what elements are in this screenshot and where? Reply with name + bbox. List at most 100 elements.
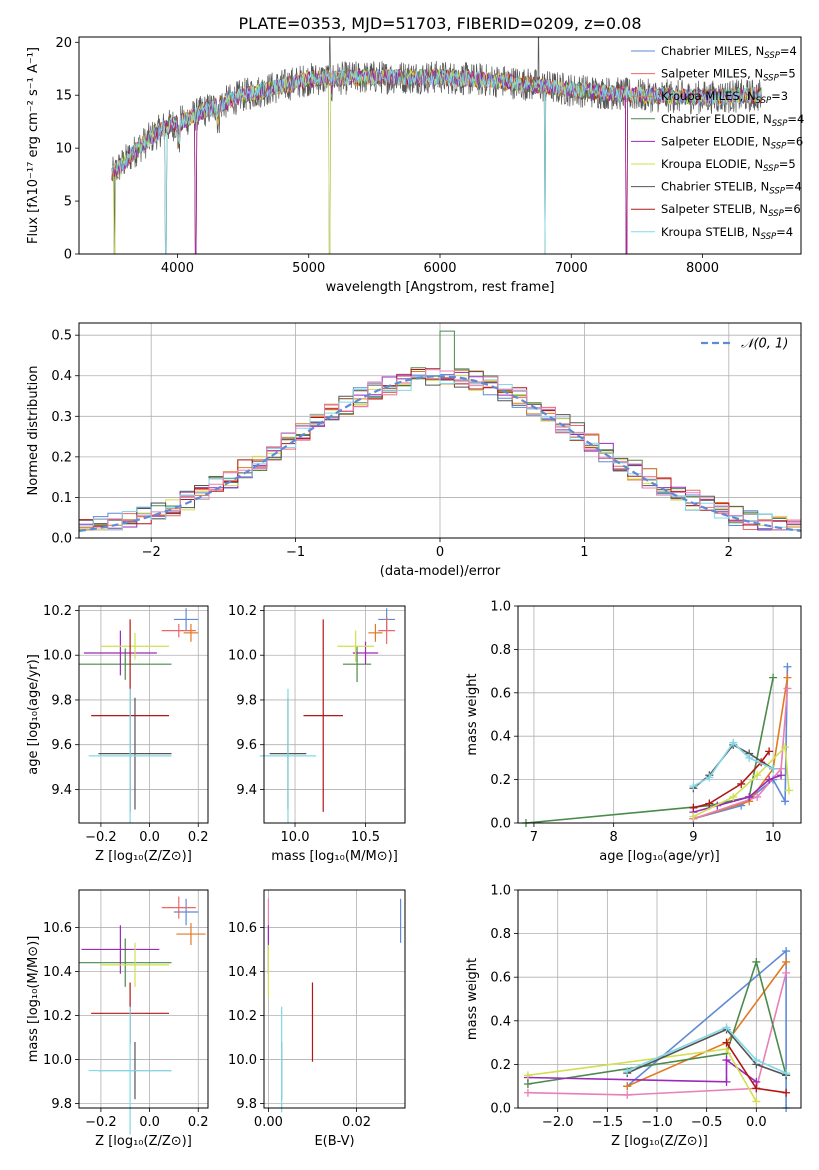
y-tick-label: 10.0 — [43, 1053, 72, 1068]
x-tick-label: 0.2 — [188, 1115, 209, 1130]
x-axis-label: E(B-V) — [314, 1134, 354, 1149]
subplot-weight_vs_age: 7 8 9 10 0.0 0.2 0.4 0.6 0.8 1.0 age [log₁₀(age/yr… — [465, 600, 802, 864]
weight-point — [729, 792, 738, 801]
x-tick-label: 8000 — [686, 261, 719, 276]
weight-point — [752, 1097, 761, 1106]
subplot-weight_vs_Z: −2.0 −1.5 −1.0 −0.5 0.0 0.0 0.2 0.4 0.6 0.8 1.0 Z [… — [465, 884, 802, 1149]
weight-point — [523, 1088, 532, 1097]
legend-label: Salpeter STELIB, NSSP=6 — [661, 202, 801, 219]
y-tick-label: 10.0 — [228, 649, 257, 664]
axes-frame — [263, 889, 406, 1109]
y-tick-label: 9.6 — [51, 738, 72, 753]
subplot-residual_hist: −2 −1 0 1 2 0.0 0.1 0.2 0.3 0.4 0.5 (data-model)/er… — [26, 322, 802, 579]
plot-area-spectrum — [111, 36, 762, 255]
plot-area-mass_vs_Z — [79, 896, 206, 1135]
y-tick-label: 0.6 — [490, 971, 511, 986]
x-axis-label: mass [log₁₀(M/M⊙)] — [271, 849, 398, 864]
y-tick-label: 0.2 — [490, 773, 511, 788]
y-tick-label: 10.0 — [43, 649, 72, 664]
x-tick-label: 0.02 — [342, 1115, 371, 1130]
weight-point — [782, 1069, 791, 1078]
y-tick-label: 0.0 — [490, 817, 511, 832]
weight-point — [729, 738, 738, 747]
subplot-age_vs_Z: −0.2 0.0 0.2 9.4 9.6 9.8 10.0 10.2 Z [log₁₀(Z/Z⊙… — [26, 604, 209, 864]
y-tick-label: 0.4 — [490, 1014, 511, 1029]
weight-point — [722, 1077, 731, 1086]
y-tick-label: 9.4 — [236, 783, 257, 798]
figure-title: PLATE=0353, MJD=51703, FIBERID=0209, z=0… — [238, 14, 641, 33]
plot-area-weight_vs_age — [521, 662, 794, 827]
y-axis-label: Flux [fλ10⁻¹⁷ erg cm⁻² s⁻¹ A⁻¹] — [26, 47, 41, 244]
x-axis-label: Z [log₁₀(Z/Z⊙)] — [95, 1134, 192, 1149]
legend-label: Chabrier MILES, NSSP=4 — [661, 44, 797, 61]
weight-point — [783, 662, 792, 671]
weight-point — [623, 1090, 632, 1099]
weight-point — [777, 771, 786, 780]
axes-frame — [78, 889, 209, 1109]
y-tick-label: 9.8 — [236, 693, 257, 708]
axes-frame — [517, 889, 802, 1109]
weight-point — [722, 1038, 731, 1047]
x-tick-label: 4000 — [161, 261, 194, 276]
y-axis-label: age [log₁₀(age/yr)] — [26, 654, 41, 775]
weight-point — [781, 743, 790, 752]
x-tick-label: 0.0 — [746, 1115, 767, 1130]
legend-label: Chabrier STELIB, NSSP=4 — [661, 180, 802, 197]
x-tick-label: −1.0 — [641, 1115, 673, 1130]
x-tick-label: 7 — [530, 830, 538, 845]
weight-point — [781, 797, 790, 806]
y-tick-label: 9.6 — [236, 738, 257, 753]
subplot-spectrum: 4000 5000 6000 7000 8000 0 5 10 15 20 wavelength [… — [26, 36, 804, 295]
axes-frame — [78, 605, 209, 824]
y-tick-label: 10.6 — [43, 921, 72, 936]
axes-frame — [263, 605, 406, 824]
y-tick-label: 10 — [55, 142, 72, 157]
y-tick-label: 0.8 — [490, 643, 511, 658]
y-axis-label: mass weight — [465, 958, 480, 1040]
x-tick-label: −0.5 — [691, 1115, 723, 1130]
x-tick-label: −0.2 — [85, 1115, 117, 1130]
weight-point — [705, 799, 714, 808]
x-axis-label: Z [log₁₀(Z/Z⊙)] — [611, 1134, 708, 1149]
x-tick-label: 10.5 — [351, 830, 380, 845]
y-tick-label: 10.4 — [228, 965, 257, 980]
x-tick-label: 7000 — [555, 261, 588, 276]
x-tick-label: −2 — [142, 545, 161, 560]
legend-label: Salpeter MILES, NSSP=5 — [661, 67, 796, 84]
weight-point — [722, 1023, 731, 1032]
weight-line — [527, 1058, 757, 1083]
y-tick-label: 1.0 — [490, 600, 511, 615]
y-tick-label: 10.4 — [43, 965, 72, 980]
x-tick-label: 0 — [436, 545, 444, 560]
y-tick-label: 9.8 — [236, 1097, 257, 1112]
y-tick-label: 9.8 — [51, 693, 72, 708]
weight-point — [765, 747, 774, 756]
y-tick-label: 10.6 — [228, 921, 257, 936]
legend-label: Kroupa STELIB, NSSP=4 — [661, 225, 793, 242]
y-tick-label: 15 — [55, 89, 72, 104]
weight-point — [753, 771, 762, 780]
weight-line — [626, 1026, 787, 1074]
x-tick-label: 10 — [765, 830, 782, 845]
weight-line — [527, 972, 787, 1096]
weight-point — [623, 1082, 632, 1091]
y-tick-label: 10.0 — [228, 1053, 257, 1068]
x-axis-label: wavelength [Angstrom, rest frame] — [326, 280, 555, 295]
x-axis-label: (data-model)/error — [380, 564, 501, 579]
weight-point — [623, 1066, 632, 1075]
axes-frame — [78, 322, 802, 539]
weight-point — [705, 773, 714, 782]
x-tick-label: 0.0 — [139, 1115, 160, 1130]
plot-area-mass_vs_EBV — [267, 898, 402, 1113]
weight-point — [765, 775, 774, 784]
y-tick-label: 20 — [55, 36, 72, 51]
legend-label: Kroupa MILES, NSSP=3 — [661, 89, 788, 106]
y-axis-label: mass weight — [465, 673, 480, 755]
x-tick-label: 0.00 — [254, 1115, 283, 1130]
x-tick-label: 2 — [725, 545, 733, 560]
y-axis-label: Normed distribution — [26, 366, 41, 496]
x-tick-label: −0.2 — [85, 830, 117, 845]
legend-label: Chabrier ELODIE, NSSP=4 — [661, 112, 804, 129]
x-tick-label: −2.0 — [542, 1115, 574, 1130]
